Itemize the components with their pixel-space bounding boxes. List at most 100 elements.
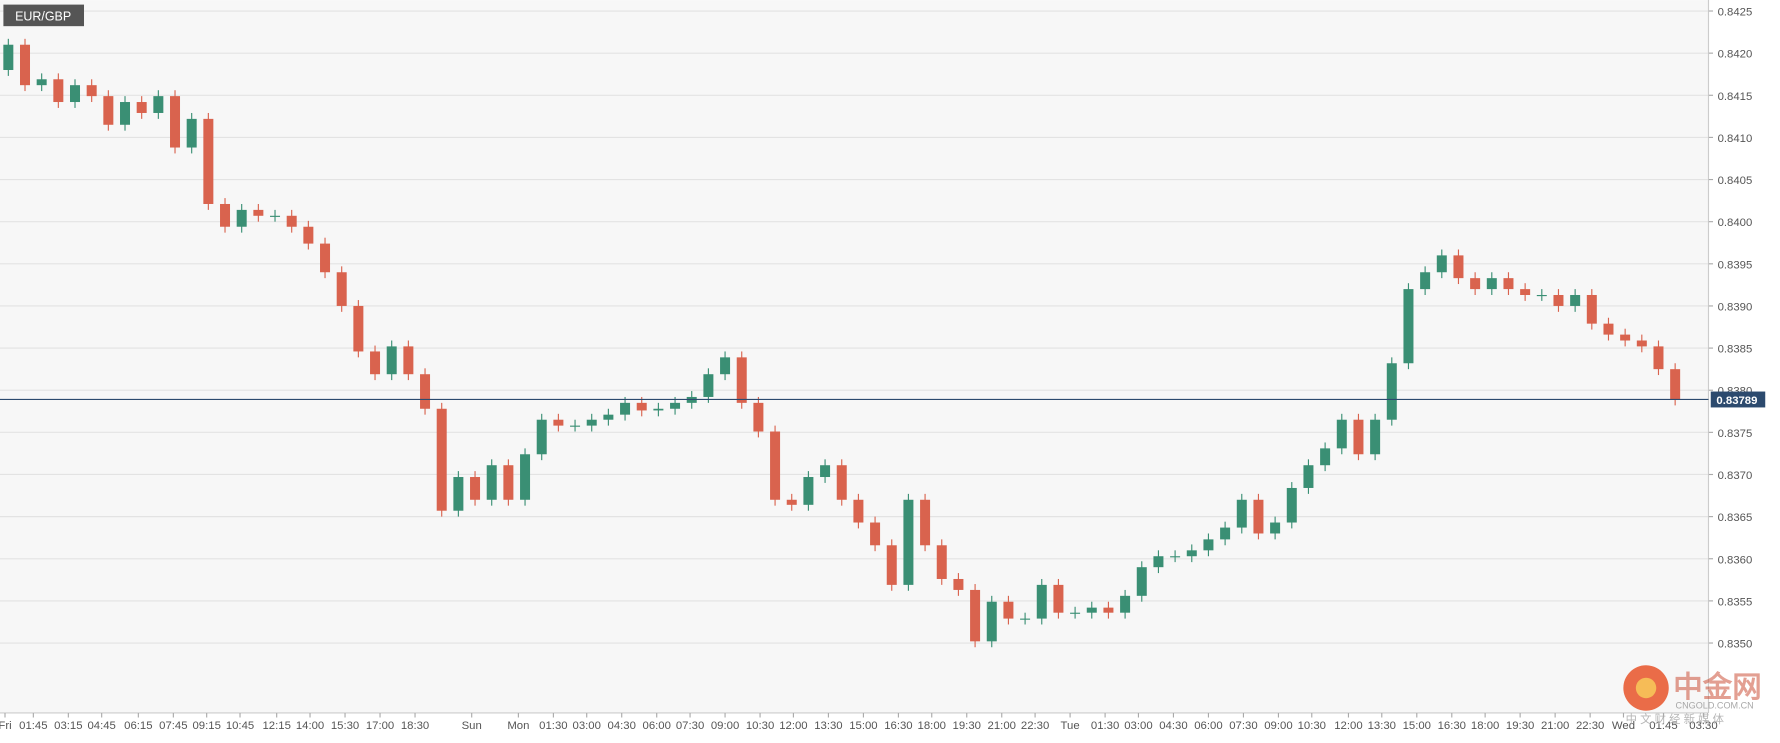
candle-body [753, 402, 764, 432]
last-price-label: 0.83789 [1716, 395, 1757, 407]
candle-body [836, 465, 847, 500]
candles [3, 38, 1681, 648]
chart-title: EUR/GBP [15, 9, 71, 23]
x-tick-label: 03:30 [1689, 720, 1717, 732]
candle-body [1220, 527, 1231, 540]
plot-area [0, 0, 1708, 713]
candle-body [453, 477, 464, 511]
candle-body [586, 419, 597, 426]
x-tick-label: 12:15 [262, 720, 290, 732]
candle-body [386, 346, 397, 375]
candle-body [370, 351, 381, 375]
x-tick-label: 06:00 [643, 720, 671, 732]
candle-body [303, 226, 314, 244]
brand: 中金网 [1673, 670, 1762, 704]
candle-body [436, 408, 447, 511]
candle-body [1420, 272, 1431, 290]
candle-body [636, 402, 647, 411]
candle-body [120, 102, 131, 125]
candle-body [970, 589, 981, 642]
title-box [3, 4, 85, 27]
candle-body [153, 96, 164, 113]
candle-body [1436, 255, 1447, 273]
y-tick-label: 0.8375 [1718, 428, 1753, 440]
x-tick-label: 09:15 [192, 720, 220, 732]
candle-body [820, 465, 831, 478]
candle-body [1520, 289, 1531, 295]
candle-body [870, 522, 881, 546]
candle-body [336, 272, 347, 306]
candle-body [736, 357, 747, 403]
y-tick-label: 0.8395 [1718, 259, 1753, 271]
x-tick-label: 13:30 [1368, 720, 1396, 732]
x-tick-label: 04:30 [1159, 720, 1187, 732]
candle-body [1086, 607, 1097, 613]
candle-body [1003, 601, 1014, 619]
y-tick-label: 0.8410 [1718, 133, 1753, 145]
candle-body [103, 96, 114, 125]
x-tick-label: 19:30 [1506, 720, 1534, 732]
candle-body [620, 402, 631, 415]
x-tick-label: Wed [1612, 720, 1635, 732]
x-tick-label: Sun [462, 720, 482, 732]
y-tick-label: 0.8415 [1718, 91, 1753, 103]
x-tick-label: Tue [1061, 720, 1080, 732]
x-tick-label: 09:00 [1264, 720, 1292, 732]
candle-body [770, 431, 781, 500]
candle-body [1620, 334, 1631, 341]
x-tick-label: 09:00 [711, 720, 739, 732]
candle-body [1336, 419, 1347, 449]
candle-body [1103, 607, 1114, 613]
candle-body [1320, 448, 1331, 466]
x-tick-label: 12:00 [779, 720, 807, 732]
candle-body [986, 601, 997, 642]
candle-body [186, 118, 197, 148]
x-tick-label: 03:00 [573, 720, 601, 732]
y-tick-label: 0.8425 [1718, 7, 1753, 19]
candle-body [1636, 340, 1647, 347]
x-tick-label: 15:00 [1403, 720, 1431, 732]
candle-body [553, 419, 564, 426]
candle-body [1303, 465, 1314, 488]
x-tick-label: 07:30 [1229, 720, 1257, 732]
candle-body [1120, 595, 1131, 613]
site: CNGOLD.COM.CN [1676, 700, 1754, 710]
axes: 0.8425 0.8420 0.8415 0.8410 0.8405 0.8400 0.83… [0, 7, 1766, 732]
candle-body [703, 374, 714, 397]
x-tick-label: 10:45 [226, 720, 254, 732]
candle-body [203, 118, 214, 204]
x-tick-label: 01:30 [1091, 720, 1119, 732]
candle-body [1386, 363, 1397, 420]
candle-body [86, 85, 97, 97]
candle-body [470, 477, 481, 500]
candle-body [1586, 294, 1597, 324]
candle-body [253, 209, 264, 216]
x-tick-label: 06:00 [1194, 720, 1222, 732]
x-tick-label: 10:30 [1298, 720, 1326, 732]
x-tick-label: 18:30 [401, 720, 429, 732]
candle-body [886, 545, 897, 585]
x-tick-label: Mon [507, 720, 529, 732]
candle-body [1270, 522, 1281, 534]
x-tick-label: 21:00 [988, 720, 1016, 732]
candle-body [1553, 294, 1564, 306]
watermark: 中金网 CNGOLD.COM.CN 中 文 财 经 新 媒 体 [1623, 665, 1762, 726]
candle-body [803, 477, 814, 505]
candle-body [1370, 419, 1381, 455]
candle-body [903, 499, 914, 585]
candle-body [20, 44, 31, 86]
x-tick-label: Fri [0, 720, 12, 732]
candle-body [1653, 346, 1664, 370]
candle-body [1286, 487, 1297, 523]
candle-body [486, 465, 497, 500]
slogan: 中 文 财 经 新 媒 体 [1626, 712, 1725, 726]
candle-body [1503, 278, 1514, 290]
x-tick-label: 07:45 [159, 720, 187, 732]
x-tick-label: 18:00 [1471, 720, 1499, 732]
candle-body [536, 419, 547, 455]
candle-body [1070, 612, 1081, 614]
candle-body [170, 96, 181, 148]
candle-body [653, 408, 664, 411]
x-tick-label: 12:00 [1334, 720, 1362, 732]
